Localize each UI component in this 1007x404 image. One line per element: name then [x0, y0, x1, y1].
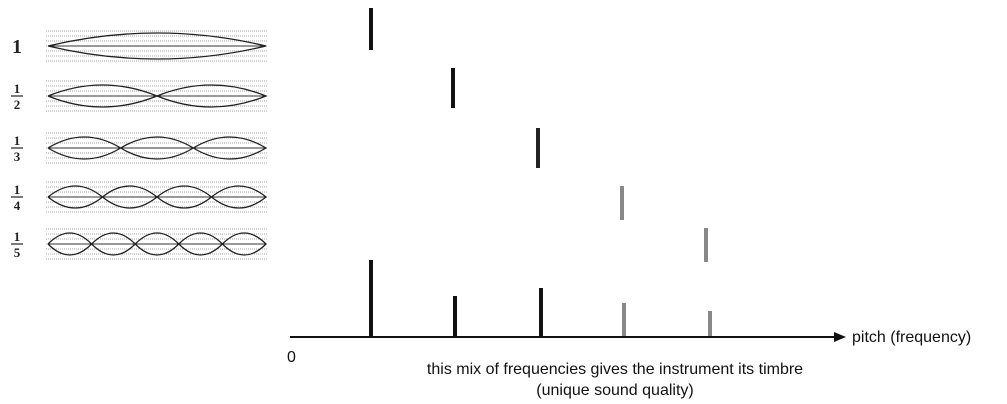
mode-shape	[47, 232, 267, 256]
mode-numerator: 1	[14, 133, 21, 148]
mode-denominator: 4	[14, 198, 21, 213]
mode-shape	[47, 32, 267, 60]
mode-numerator: 1	[14, 81, 21, 96]
mode-label: 1	[12, 36, 22, 58]
axis-arrow	[834, 332, 846, 342]
mode-numerator: 1	[14, 229, 21, 244]
harmonic-marks	[369, 8, 708, 262]
mode-denominator: 3	[14, 149, 21, 164]
spectrum-bars	[369, 260, 712, 337]
mode-shape	[47, 185, 268, 209]
mode-denominator: 5	[14, 245, 21, 260]
mode-denominator: 2	[14, 97, 21, 112]
mode-shape	[47, 84, 268, 108]
mode-numerator: 1	[14, 182, 21, 197]
caption: (unique sound quality)	[536, 382, 693, 399]
axis-label: pitch (frequency)	[852, 329, 971, 346]
mode-shape	[47, 136, 268, 160]
origin-label: 0	[287, 349, 296, 366]
caption: this mix of frequencies gives the instru…	[427, 361, 803, 378]
